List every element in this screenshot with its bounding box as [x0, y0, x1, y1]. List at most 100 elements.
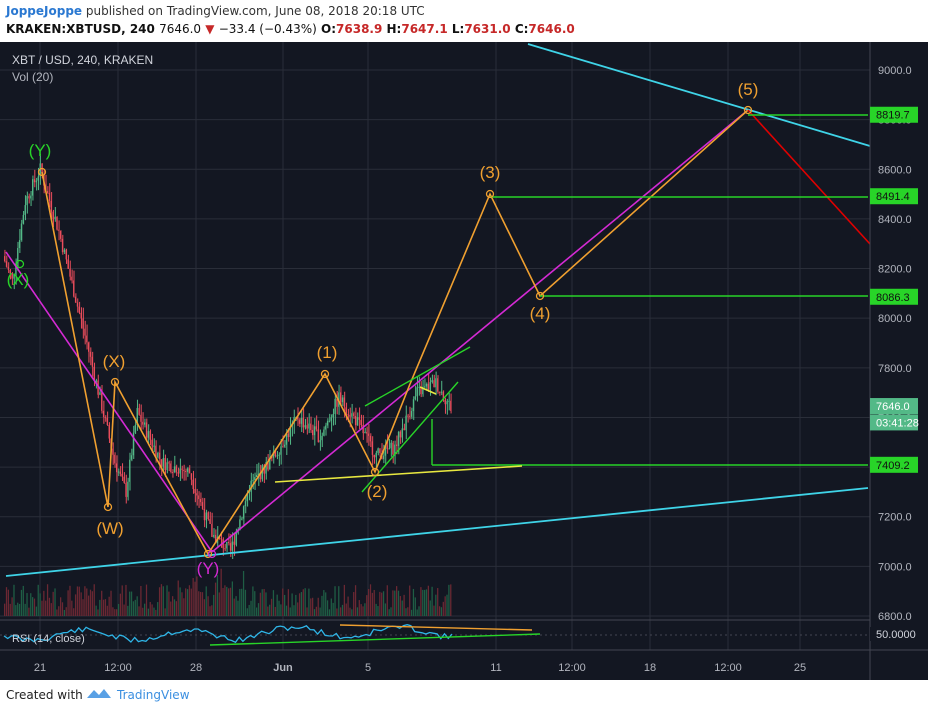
candle-body	[403, 428, 405, 431]
price-label-box	[870, 456, 918, 473]
volume-bar	[409, 585, 411, 616]
candle-body	[4, 256, 6, 262]
candle-body	[414, 396, 416, 400]
volume-bar	[160, 584, 163, 616]
author-link[interactable]: JoppeJoppe	[6, 4, 83, 18]
volume-bar	[241, 588, 243, 616]
candle-body	[319, 440, 321, 443]
candle-body	[427, 383, 429, 390]
volume-bar	[24, 603, 26, 616]
candle-body	[69, 268, 71, 277]
candle-body	[196, 493, 198, 496]
volume-bar	[84, 586, 86, 616]
candle-body	[256, 474, 258, 478]
volume-bar	[341, 604, 344, 616]
candle-body	[349, 414, 351, 417]
candle-body	[22, 214, 24, 224]
candle-body	[321, 435, 323, 441]
candle-body	[190, 473, 192, 480]
volume-bar	[237, 600, 239, 616]
volume-bar	[201, 592, 204, 616]
candle-body	[341, 397, 344, 403]
volume-bar	[429, 600, 431, 616]
volume-bar	[345, 603, 347, 616]
volume-bar	[334, 586, 336, 616]
candle-body	[450, 400, 452, 411]
volume-bar	[226, 586, 228, 616]
volume-bar	[297, 602, 299, 616]
candle-body	[88, 342, 90, 352]
candle-body	[267, 462, 269, 470]
candle-body	[438, 391, 441, 393]
volume-bar	[89, 589, 92, 616]
candle-body	[332, 413, 334, 418]
candle-body	[177, 472, 179, 474]
candle-body	[76, 302, 79, 307]
candle-body	[369, 435, 372, 442]
volume-bar	[371, 592, 373, 616]
volume-bar	[323, 590, 325, 616]
candle-body	[179, 468, 181, 474]
volume-bar	[198, 591, 200, 616]
volume-bar	[435, 594, 437, 616]
price-chart[interactable]: (Y) (X) (X) (W) (Y) (1) (2) (3) (4) (5) 6800.0 700…	[0, 42, 928, 680]
candle-body	[106, 417, 108, 425]
volume-bar	[298, 593, 301, 616]
volume-bar	[7, 589, 9, 616]
volume-bar	[438, 606, 441, 616]
low-label: L:	[451, 22, 465, 36]
chart-header: JoppeJoppe published on TradingView.com,…	[0, 0, 928, 42]
candle-body	[229, 543, 232, 551]
x-tick-label: 12:00	[104, 662, 132, 674]
tradingview-link[interactable]: TradingView	[117, 688, 190, 702]
candle-body	[78, 306, 80, 313]
volume-bar	[153, 607, 155, 616]
candle-body	[392, 442, 394, 455]
volume-bar	[254, 591, 256, 616]
volume-bar	[56, 609, 58, 616]
volume-bar	[97, 609, 99, 616]
candle-body	[33, 179, 36, 183]
candle-body	[244, 501, 247, 507]
candle-body	[302, 417, 304, 428]
candle-body	[328, 420, 331, 422]
symbol-name[interactable]: KRAKEN:XBTUSD, 240	[6, 22, 155, 36]
candle-body	[119, 471, 121, 474]
yellow-support-line	[274, 465, 523, 483]
volume-bar	[78, 586, 80, 616]
volume-bar	[48, 597, 51, 616]
volume-bar	[11, 597, 13, 616]
volume-bar	[418, 606, 420, 616]
x-tick-label: 25	[794, 662, 806, 674]
candle-body	[123, 476, 125, 483]
y-tick-label: 8000.0	[878, 313, 912, 325]
volume-bar	[397, 590, 400, 616]
candle-body	[431, 380, 433, 383]
candle-body	[116, 463, 118, 473]
volume-bar	[332, 602, 334, 616]
candle-body	[274, 451, 276, 457]
volume-bar	[224, 585, 226, 616]
x-tick-label: 12:00	[714, 662, 742, 674]
volume-bar	[285, 605, 288, 616]
candle-body	[198, 495, 200, 500]
volume-bar	[270, 598, 273, 616]
candle-body	[420, 386, 422, 395]
candle-body	[80, 312, 82, 319]
candle-body	[91, 356, 93, 367]
volume-bar	[431, 586, 433, 616]
candle-body	[397, 431, 400, 446]
candle-body	[26, 196, 28, 206]
candle-body	[442, 391, 444, 400]
volume-bar	[235, 596, 237, 616]
volume-bar	[69, 585, 71, 616]
volume-bar	[356, 607, 359, 616]
candle-body	[181, 468, 183, 470]
volume-bar	[112, 607, 114, 616]
candle-body	[30, 195, 32, 199]
volume-bar	[440, 607, 443, 616]
volume-bar	[313, 609, 316, 616]
candle-body	[312, 430, 314, 436]
tradingview-logo-icon[interactable]	[86, 686, 112, 702]
volume-bar	[272, 590, 275, 616]
